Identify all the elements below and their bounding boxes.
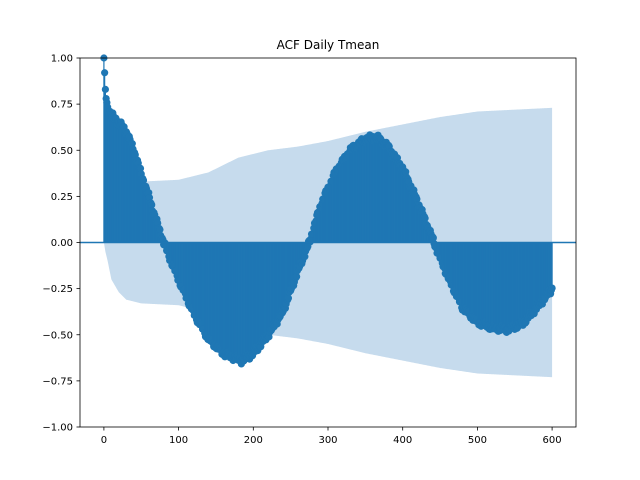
y-tick-label: −0.25 <box>42 284 73 295</box>
acf-marker <box>293 272 301 281</box>
x-tick-label: 600 <box>543 435 562 446</box>
acf-marker <box>101 85 109 93</box>
y-tick-label: 0.75 <box>51 100 73 111</box>
acf-marker <box>548 284 556 292</box>
y-tick-label: −1.00 <box>42 423 73 434</box>
acf-marker <box>301 253 309 261</box>
chart-title: ACF Daily Tmean <box>277 38 380 52</box>
y-tick-label: 0.50 <box>51 146 73 157</box>
tick-layer: 0 100 200 300 400 500 600 −1.00 −0.75 −0.50 −0.25 0… <box>42 54 561 447</box>
x-tick-label: 0 <box>101 435 107 446</box>
acf-marker <box>139 176 148 184</box>
acf-marker <box>284 294 293 302</box>
acf-stem-layer <box>100 54 556 368</box>
x-tick-label: 200 <box>244 435 263 446</box>
y-tick-label: 1.00 <box>51 54 73 65</box>
x-tick-label: 500 <box>468 435 487 446</box>
y-tick-label: −0.50 <box>42 330 73 341</box>
x-tick-label: 300 <box>318 435 337 446</box>
acf-marker <box>413 195 421 203</box>
y-tick-label: −0.75 <box>42 376 73 387</box>
x-tick-label: 100 <box>169 435 188 446</box>
x-tick-label: 400 <box>393 435 412 446</box>
acf-marker <box>136 164 145 172</box>
acf-marker <box>429 234 437 242</box>
acf-marker <box>101 69 109 77</box>
acf-marker <box>148 201 156 209</box>
y-tick-label: 0.00 <box>51 238 73 249</box>
acf-marker <box>128 140 136 148</box>
y-tick-label: 0.25 <box>51 192 73 203</box>
acf-marker <box>421 214 429 222</box>
acf-marker <box>156 226 164 234</box>
acf-marker <box>131 151 139 159</box>
